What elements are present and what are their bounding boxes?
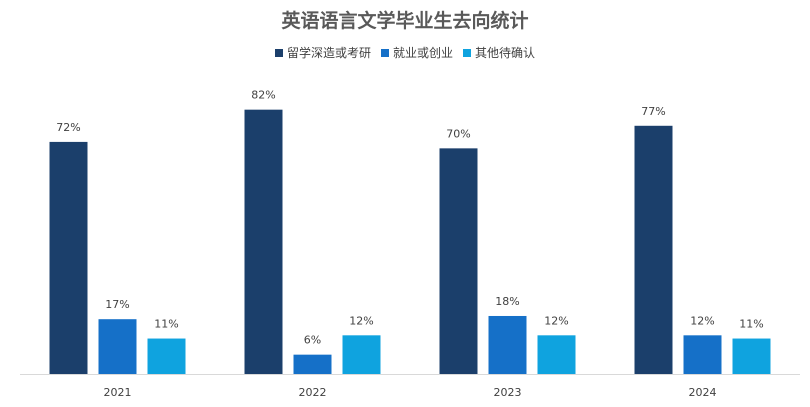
legend-item-series-1[interactable]: 留学深造或考研 (274, 44, 371, 61)
bar-2024-series-2[interactable] (683, 335, 722, 374)
bar-2023-series-1[interactable] (439, 148, 478, 374)
x-tick-label-2022: 2022 (299, 386, 327, 399)
bar-2024-series-1[interactable] (634, 125, 673, 374)
legend-label-series-1: 留学深造或考研 (286, 46, 371, 60)
legend-label-series-2: 就业或创业 (392, 46, 453, 60)
bar-2021-series-2[interactable] (98, 319, 137, 374)
legend-label-series-3: 其他待确认 (475, 46, 536, 60)
legend-swatch-series-3 (463, 48, 471, 57)
chart-title: 英语语言文学毕业生去向统计 (281, 10, 529, 32)
data-label-2024-series-2: 12% (690, 314, 714, 327)
bar-2023-series-2[interactable] (488, 315, 527, 374)
bar-2022-series-3[interactable] (342, 335, 381, 374)
x-tick-label-2023: 2023 (494, 386, 522, 399)
bar-2021-series-3[interactable] (147, 338, 186, 374)
legend-swatch-series-2 (380, 48, 389, 57)
x-tick-label-2021: 2021 (104, 386, 132, 399)
data-label-2023-series-2: 18% (495, 295, 519, 308)
bar-2022-series-1[interactable] (244, 109, 283, 374)
data-label-2022-series-1: 82% (251, 89, 275, 102)
bar-2023-series-3[interactable] (537, 335, 576, 374)
data-label-2023-series-3: 12% (544, 314, 568, 327)
data-label-2024-series-1: 77% (641, 105, 665, 118)
bar-2021-series-1[interactable] (49, 141, 88, 374)
bar-2024-series-3[interactable] (732, 338, 771, 374)
data-label-2022-series-2: 6% (304, 334, 321, 347)
legend-item-series-3[interactable]: 其他待确认 (463, 44, 535, 61)
data-label-2021-series-2: 17% (105, 298, 129, 311)
legend-item-series-2[interactable]: 就业或创业 (380, 44, 453, 61)
data-label-2023-series-1: 70% (446, 127, 470, 140)
data-label-2024-series-3: 11% (739, 318, 763, 331)
data-label-2021-series-3: 11% (154, 318, 178, 331)
x-tick-label-2024: 2024 (689, 386, 717, 399)
bar-2022-series-2[interactable] (293, 354, 332, 374)
data-label-2022-series-3: 12% (349, 314, 373, 327)
data-label-2021-series-1: 72% (56, 121, 80, 134)
legend: 留学深造或考研 就业或创业 其他待确认 (0, 44, 810, 61)
legend-swatch-series-1 (274, 48, 283, 57)
